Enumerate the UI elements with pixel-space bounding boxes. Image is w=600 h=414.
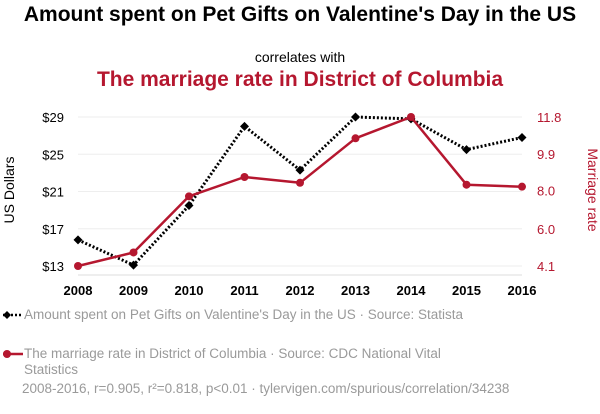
y-tick-label-left: $21 bbox=[42, 185, 64, 200]
x-tick-label: 2012 bbox=[286, 283, 315, 298]
y-tick-label-right: 11.8 bbox=[537, 110, 561, 125]
data-point-marriage-rate bbox=[74, 262, 82, 270]
x-tick-label: 2009 bbox=[119, 283, 148, 298]
legend-label-pet-gifts: Amount spent on Pet Gifts on Valentine's… bbox=[24, 307, 464, 322]
chart-title: Amount spent on Pet Gifts on Valentine's… bbox=[23, 3, 577, 26]
y-tick-label-right: 9.9 bbox=[537, 147, 555, 162]
y-tick-label-left: $29 bbox=[42, 110, 64, 125]
x-tick-label: 2011 bbox=[230, 283, 258, 298]
y-tick-label-right: 8.0 bbox=[537, 184, 555, 199]
chart-footer: 2008-2016, r=0.905, r²=0.818, p<0.01 · t… bbox=[22, 381, 510, 396]
data-point-pet-gifts bbox=[517, 132, 527, 142]
legend-marker-solid-circle bbox=[3, 350, 23, 358]
data-point-marriage-rate bbox=[407, 113, 415, 121]
x-tick-label: 2015 bbox=[452, 283, 481, 298]
x-tick-label: 2013 bbox=[341, 283, 370, 298]
data-point-pet-gifts bbox=[351, 112, 360, 122]
data-point-pet-gifts bbox=[73, 235, 83, 245]
data-point-pet-gifts bbox=[462, 145, 471, 155]
data-point-marriage-rate bbox=[185, 192, 193, 201]
data-point-pet-gifts bbox=[240, 121, 249, 131]
data-point-marriage-rate bbox=[351, 134, 360, 143]
x-tick-label: 2016 bbox=[508, 283, 537, 298]
chart-subtitle: correlates with bbox=[254, 49, 346, 65]
y-tick-label-left: $25 bbox=[42, 147, 64, 162]
chart-title-secondary: The marriage rate in District of Columbi… bbox=[96, 68, 504, 91]
y-axis-title-right: Marriage rate bbox=[585, 148, 600, 231]
y-tick-label-right: 4.1 bbox=[537, 259, 555, 274]
data-point-pet-gifts bbox=[129, 260, 138, 270]
legend-marker-dotted-diamond bbox=[3, 311, 23, 319]
data-point-marriage-rate bbox=[240, 172, 249, 181]
data-point-marriage-rate bbox=[129, 248, 138, 257]
data-point-pet-gifts bbox=[184, 200, 194, 210]
x-tick-label: 2008 bbox=[64, 283, 93, 298]
y-axis-title-left: US Dollars bbox=[1, 157, 17, 224]
legend-label-marriage-rate: The marriage rate in District of Columbi… bbox=[24, 346, 441, 377]
data-point-marriage-rate bbox=[462, 180, 471, 189]
data-point-marriage-rate bbox=[296, 178, 304, 187]
data-point-pet-gifts bbox=[295, 165, 305, 175]
y-tick-label-left: $13 bbox=[42, 259, 64, 274]
data-point-marriage-rate bbox=[518, 182, 526, 191]
y-tick-label-left: $17 bbox=[42, 222, 64, 237]
y-tick-label-right: 6.0 bbox=[537, 222, 555, 237]
x-tick-label: 2010 bbox=[175, 283, 204, 298]
x-tick-label: 2014 bbox=[397, 283, 427, 298]
